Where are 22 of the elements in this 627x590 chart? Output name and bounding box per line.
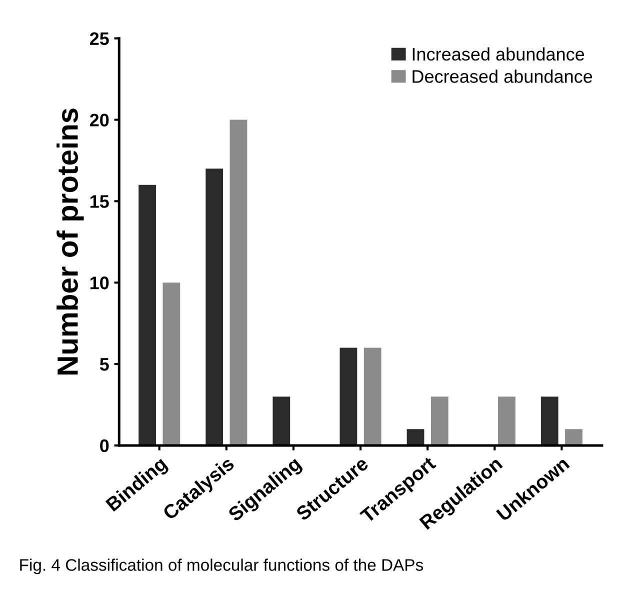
legend-label: Decreased abundance [412,70,592,83]
bar [540,396,558,446]
y-tick-label: 0 [100,439,109,452]
bar [230,120,248,446]
y-axis-title: Number of proteins [56,108,84,374]
bar [206,168,224,446]
bar [162,282,180,446]
legend-label: Increased abundance [412,47,584,61]
bar [364,348,382,446]
caption: Fig. 4 Classification of molecular functions of the DAPs [20,558,424,574]
y-tick-label: 15 [90,195,109,208]
bar [272,396,290,446]
bar [565,429,582,446]
bar [138,184,156,446]
bar [340,348,358,446]
bar [498,396,516,446]
y-tick-label: 20 [90,114,109,126]
y-tick-label: 10 [90,276,109,290]
bar [406,429,424,446]
bar [430,396,448,446]
y-tick-label: 25 [90,32,109,46]
y-tick-label: 5 [100,358,109,371]
